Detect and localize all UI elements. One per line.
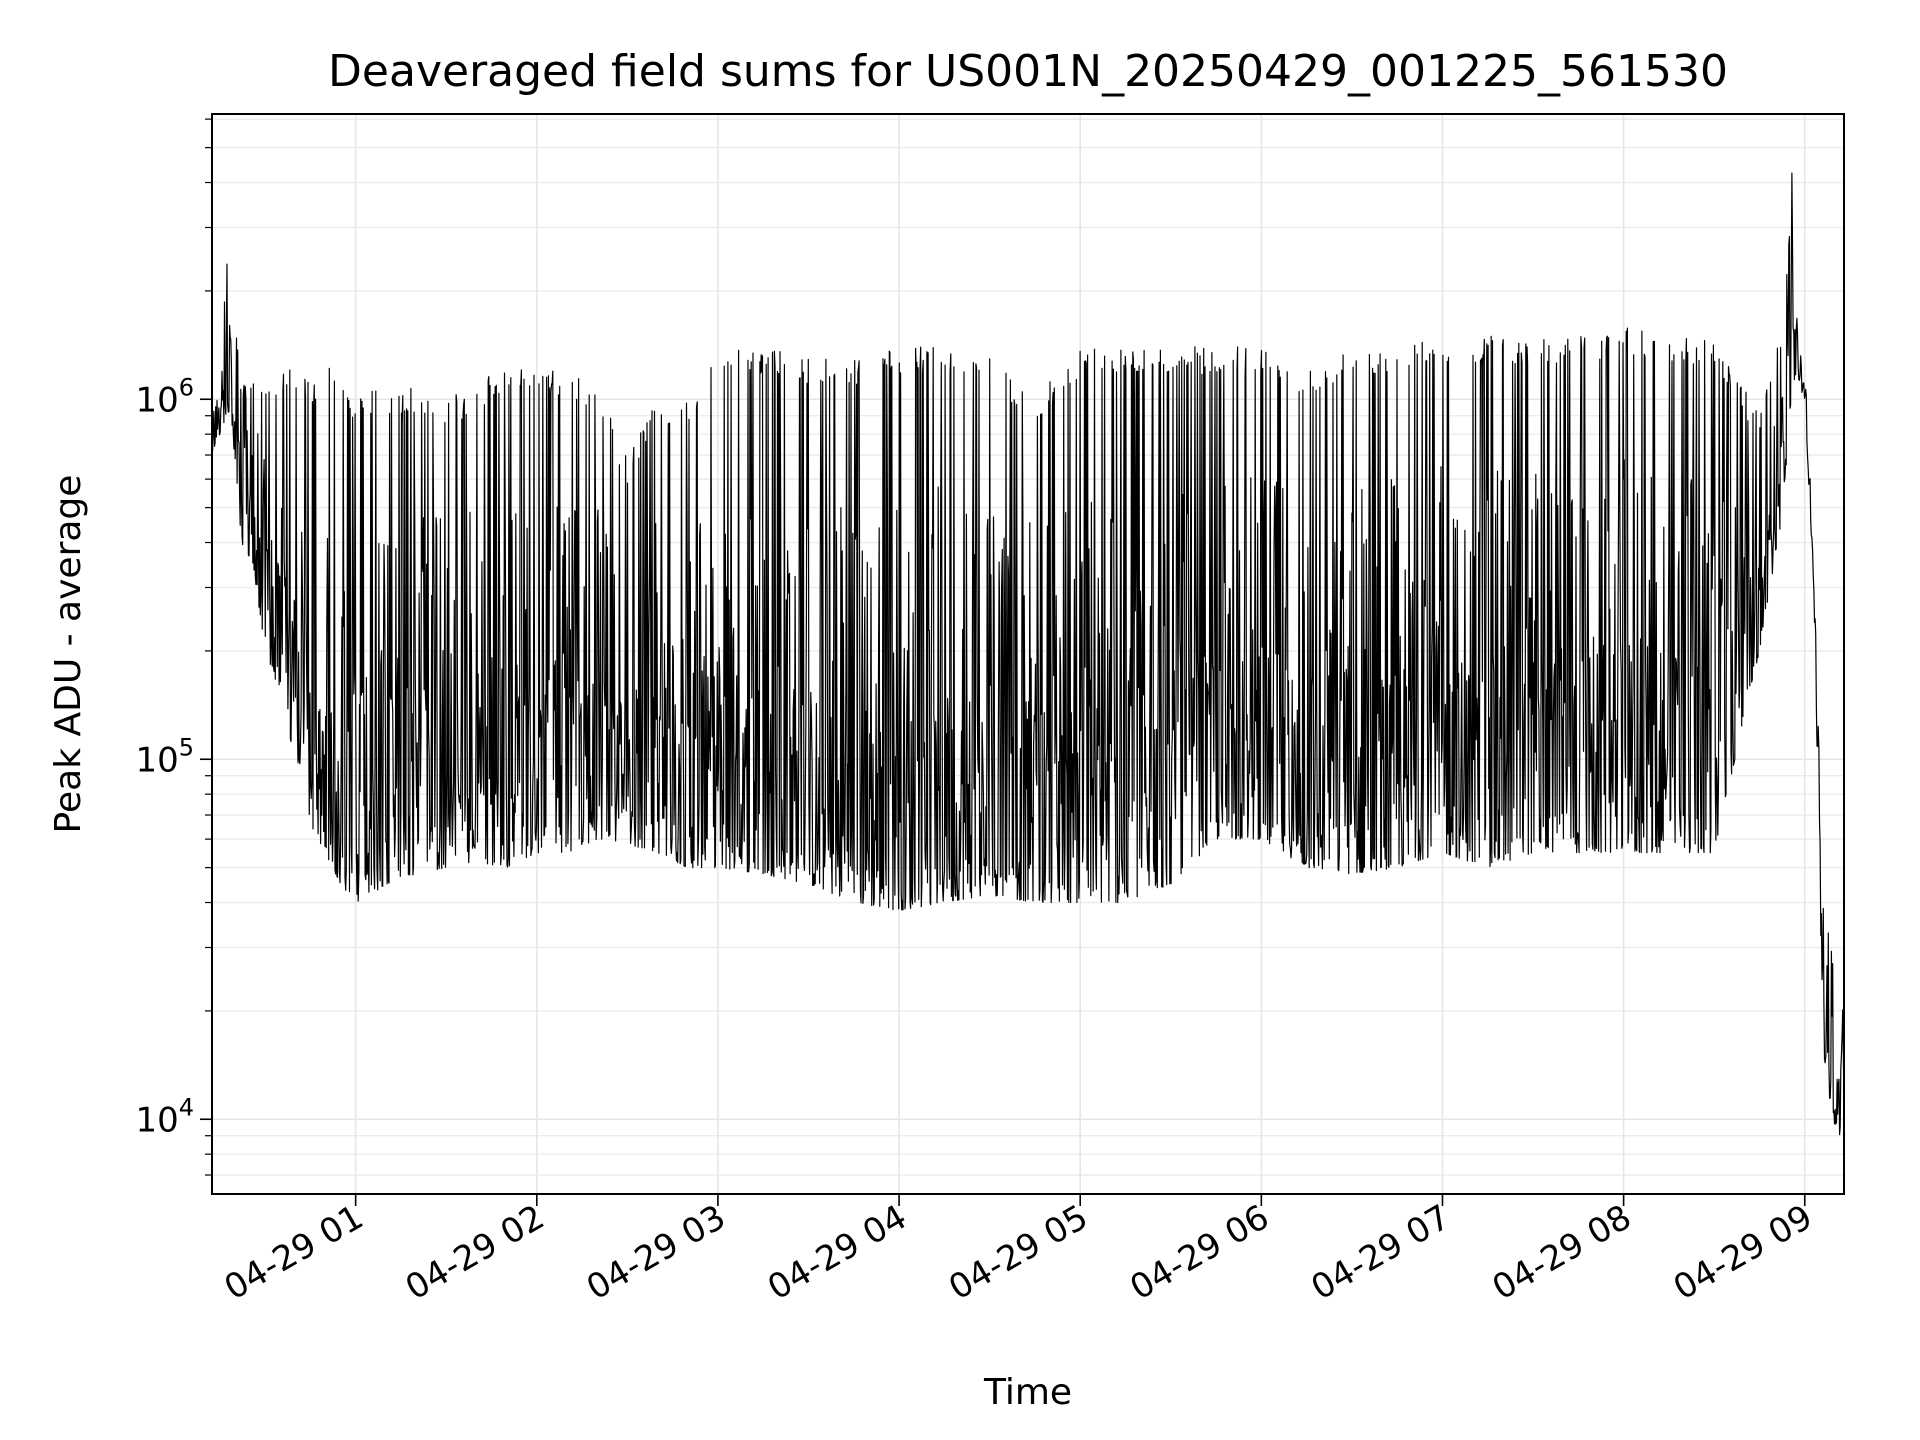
plot-frame xyxy=(211,113,1845,1195)
y-axis-title: Peak ADU - average xyxy=(48,475,89,834)
y-tick-label: 105 xyxy=(135,733,194,780)
chart-title: Deaveraged field sums for US001N_2025042… xyxy=(328,46,1728,97)
x-tick-label: 04-29 08 xyxy=(1486,1197,1638,1308)
x-tick-label: 04-29 09 xyxy=(1667,1197,1819,1308)
x-tick-label: 04-29 04 xyxy=(761,1197,913,1308)
x-tick-label: 04-29 06 xyxy=(1123,1197,1275,1308)
x-tick-label: 04-29 01 xyxy=(218,1197,370,1308)
x-axis: 04-29 01 04-29 02 04-29 03 04-29 04 04-29 05… xyxy=(218,1194,1819,1308)
x-tick-label: 04-29 03 xyxy=(580,1197,732,1308)
x-tick-label: 04-29 05 xyxy=(942,1197,1094,1308)
x-axis-title: Time xyxy=(983,1372,1072,1413)
series-trace xyxy=(211,172,1845,1136)
y-tick-label: 106 xyxy=(135,373,194,420)
y-tick-label: 104 xyxy=(135,1093,194,1140)
x-tick-label: 04-29 07 xyxy=(1305,1197,1457,1308)
series-line xyxy=(211,172,1845,1136)
y-axis: 104 105 106 xyxy=(135,118,212,1176)
x-tick-label: 04-29 02 xyxy=(399,1197,551,1308)
